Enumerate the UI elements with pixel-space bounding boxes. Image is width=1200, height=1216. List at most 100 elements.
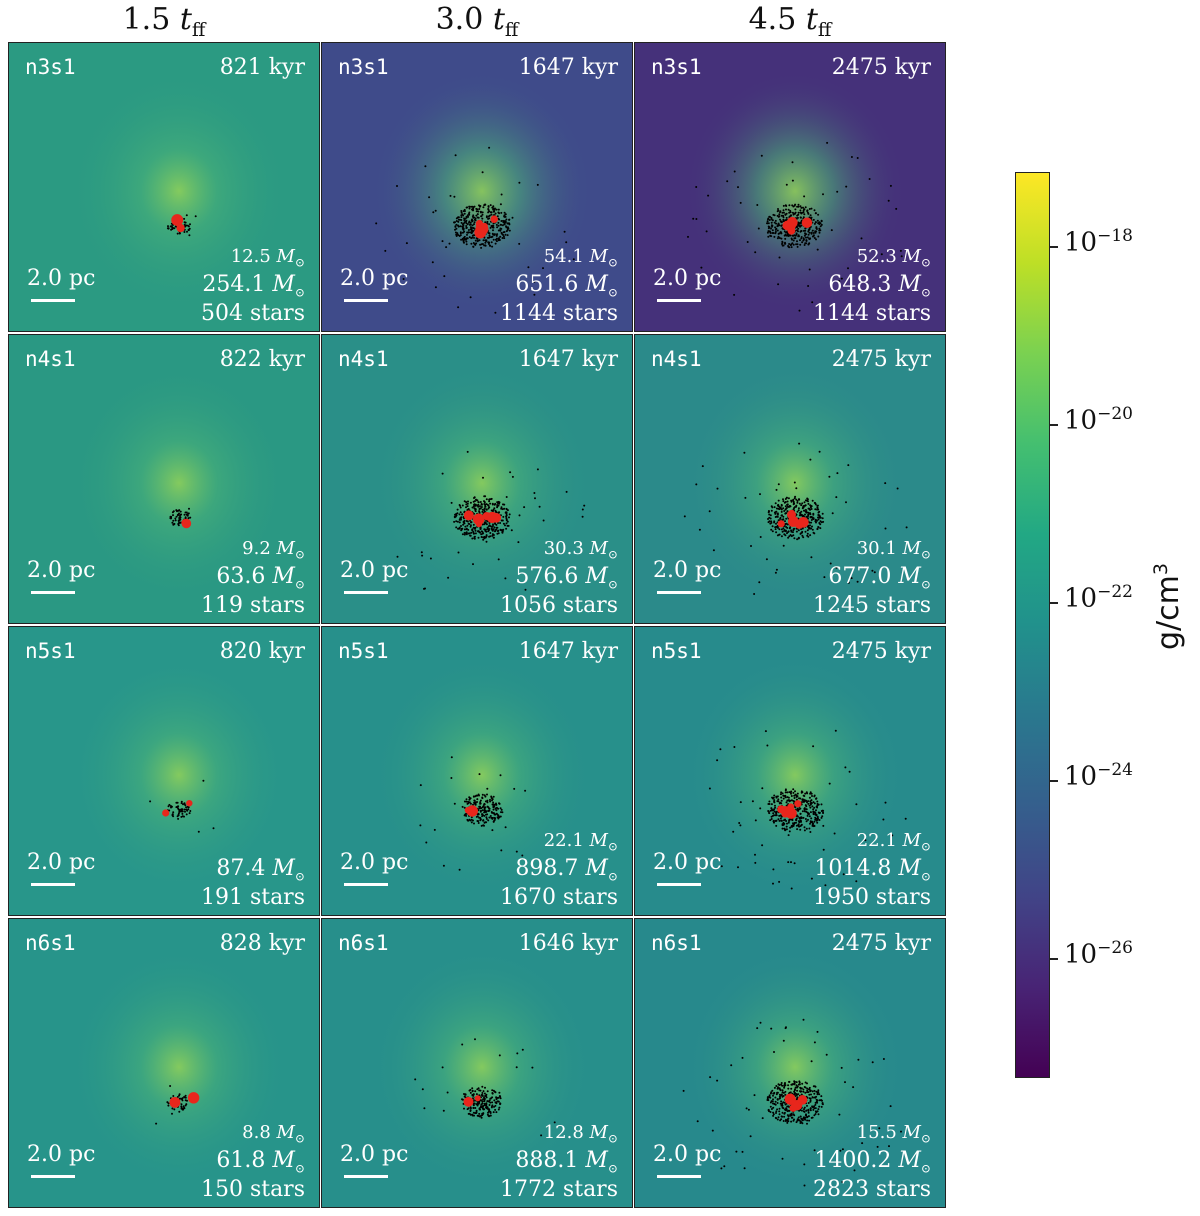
simulation-time: 828 kyr [219,931,305,956]
colorbar-tick-label: 10−20 [1064,404,1133,436]
mass-value: 63.6 M⊙ [216,563,305,591]
scale-bar-label: 2.0 pc [340,266,409,291]
gas-glow [372,363,592,603]
simulation-name: n3s1 [651,55,702,79]
massive-star [186,799,193,807]
simulation-time: 2475 kyr [831,931,931,956]
colorbar-label: g/cm3 [1150,563,1186,650]
scale-bar [31,883,75,886]
mass-value: 61.8 M⊙ [216,1147,305,1175]
panel-stats: 30.3 M⊙ 576.6 M⊙ 1056 stars [500,538,618,617]
colorbar-tick [1050,602,1058,604]
scale-bar [31,1175,75,1178]
massive-star [788,509,795,516]
simulation-time: 2475 kyr [831,639,931,664]
simulation-name: n6s1 [25,931,76,955]
mass-value: 576.6 M⊙ [515,563,618,591]
colorbar-tick-label: 10−18 [1064,226,1133,258]
panel-stats: 12.8 M⊙ 888.1 M⊙ 1772 stars [500,1122,618,1201]
panel-stats: 8.8 M⊙ 61.8 M⊙ 150 stars [201,1122,305,1201]
density-map [372,947,592,1187]
star-count: 1950 stars [812,885,931,910]
column-header: 4.5 tff [748,2,832,41]
mass-value: 254.1 M⊙ [202,271,305,299]
simulation-panel: n6s1 828 kyr 2.0 pc 8.8 M⊙ 61.8 M⊙ 150 stars [8,918,320,1208]
simulation-name: n4s1 [651,347,702,371]
simulation-name: n3s1 [338,55,389,79]
scale-bar [344,299,388,302]
scale-bar [344,591,388,594]
panel-stats: 22.1 M⊙ 898.7 M⊙ 1670 stars [500,830,618,909]
massive-star [162,809,170,817]
massive-star [187,1092,200,1104]
scale-bar [657,1175,701,1178]
massive-star [789,1104,797,1112]
simulation-panel: n5s1 1647 kyr 2.0 pc 22.1 M⊙ 898.7 M⊙ 1670 st… [321,626,633,916]
simulation-panel: n6s1 1646 kyr 2.0 pc 12.8 M⊙ 888.1 M⊙ 1772 st… [321,918,633,1208]
mass-value: 1400.2 M⊙ [814,1147,931,1175]
density-map [682,947,905,1187]
panel-stats: 30.1 M⊙ 677.0 M⊙ 1245 stars [813,538,931,617]
mass-value: 898.7 M⊙ [515,855,618,883]
scale-bar-label: 2.0 pc [340,850,409,875]
massive-star [181,519,189,527]
colorbar-tick-label: 10−24 [1064,760,1133,792]
gas-glow [685,947,905,1187]
star-count: 1144 stars [812,301,931,326]
mass-value: 87.4 M⊙ [216,855,305,883]
simulation-time: 820 kyr [219,639,305,664]
density-map [372,71,592,314]
massive-star [463,510,474,521]
mass-value: 52.3 M⊙ [856,246,931,270]
mass-value: 9.2 M⊙ [242,538,305,562]
star-count: 1056 stars [499,593,618,618]
density-map [69,655,289,895]
star-count: 504 stars [200,301,305,326]
massive-star [787,516,799,527]
star-count: 1670 stars [499,885,618,910]
scale-bar [31,591,75,594]
scale-bar [344,1175,388,1178]
colorbar-tick [1050,780,1058,782]
massive-star [472,513,485,526]
panel-stats: 12.5 M⊙ 254.1 M⊙ 504 stars [201,246,305,325]
gas-glow [69,71,289,311]
panel-stats: 54.1 M⊙ 651.6 M⊙ 1144 stars [500,246,618,325]
density-map [685,71,905,312]
panel-stats: 22.1 M⊙ 1014.8 M⊙ 1950 stars [813,830,931,909]
star-count: 119 stars [200,593,305,618]
gas-glow [69,655,289,895]
massive-star [490,215,498,223]
star-count: 2823 stars [812,1177,931,1202]
mass-value: 22.1 M⊙ [856,830,931,854]
simulation-time: 2475 kyr [831,55,931,80]
gas-glow [372,947,592,1187]
mass-value: 648.3 M⊙ [828,271,931,299]
gas-glow [372,71,592,311]
mass-value: 30.3 M⊙ [543,538,618,562]
simulation-name: n3s1 [25,55,76,79]
massive-star [475,520,483,528]
scale-bar-label: 2.0 pc [653,558,722,583]
scale-bar-label: 2.0 pc [653,266,722,291]
mass-value: 8.8 M⊙ [242,1122,305,1146]
gas-glow [685,655,905,895]
colorbar-tick [1050,246,1058,248]
simulation-panel: n3s1 1647 kyr 2.0 pc 54.1 M⊙ 651.6 M⊙ 1144 st… [321,42,633,332]
panel-stats: 52.3 M⊙ 648.3 M⊙ 1144 stars [813,246,931,325]
scale-bar-label: 2.0 pc [27,1142,96,1167]
scale-bar [31,299,75,302]
mass-value: 54.1 M⊙ [543,246,618,270]
colorbar-tick-label: 10−22 [1064,582,1133,614]
mass-value: 30.1 M⊙ [856,538,931,562]
massive-star [785,1094,796,1105]
massive-star [176,223,185,233]
gas-glow [69,363,289,603]
simulation-panel: n3s1 2475 kyr 2.0 pc 52.3 M⊙ 648.3 M⊙ 1144 st… [634,42,946,332]
mass-value: 888.1 M⊙ [515,1147,618,1175]
massive-star [777,520,785,528]
simulation-time: 1647 kyr [518,55,618,80]
massive-star [785,807,797,819]
mass-value: 651.6 M⊙ [515,271,618,299]
scale-bar [657,883,701,886]
